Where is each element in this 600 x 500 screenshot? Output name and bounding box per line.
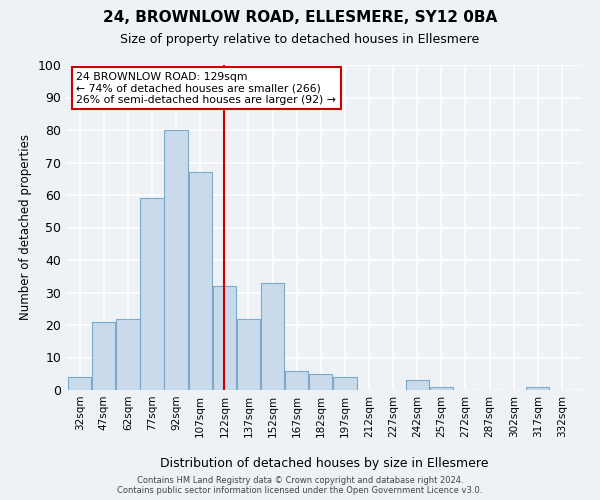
Y-axis label: Number of detached properties: Number of detached properties — [19, 134, 32, 320]
Bar — [309, 374, 332, 390]
Bar — [116, 318, 140, 390]
Bar — [261, 283, 284, 390]
Bar — [430, 387, 453, 390]
Bar — [68, 377, 91, 390]
Text: 24 BROWNLOW ROAD: 129sqm
← 74% of detached houses are smaller (266)
26% of semi-: 24 BROWNLOW ROAD: 129sqm ← 74% of detach… — [76, 72, 336, 104]
Bar — [406, 380, 429, 390]
Text: Size of property relative to detached houses in Ellesmere: Size of property relative to detached ho… — [121, 32, 479, 46]
Bar — [237, 318, 260, 390]
Bar — [164, 130, 188, 390]
Bar — [333, 377, 356, 390]
Bar — [212, 286, 236, 390]
Bar — [526, 387, 550, 390]
Bar — [140, 198, 164, 390]
Bar — [285, 370, 308, 390]
Bar — [92, 322, 115, 390]
Text: Distribution of detached houses by size in Ellesmere: Distribution of detached houses by size … — [160, 458, 488, 470]
Bar — [188, 172, 212, 390]
Text: 24, BROWNLOW ROAD, ELLESMERE, SY12 0BA: 24, BROWNLOW ROAD, ELLESMERE, SY12 0BA — [103, 10, 497, 25]
Text: Contains HM Land Registry data © Crown copyright and database right 2024.
Contai: Contains HM Land Registry data © Crown c… — [118, 476, 482, 495]
